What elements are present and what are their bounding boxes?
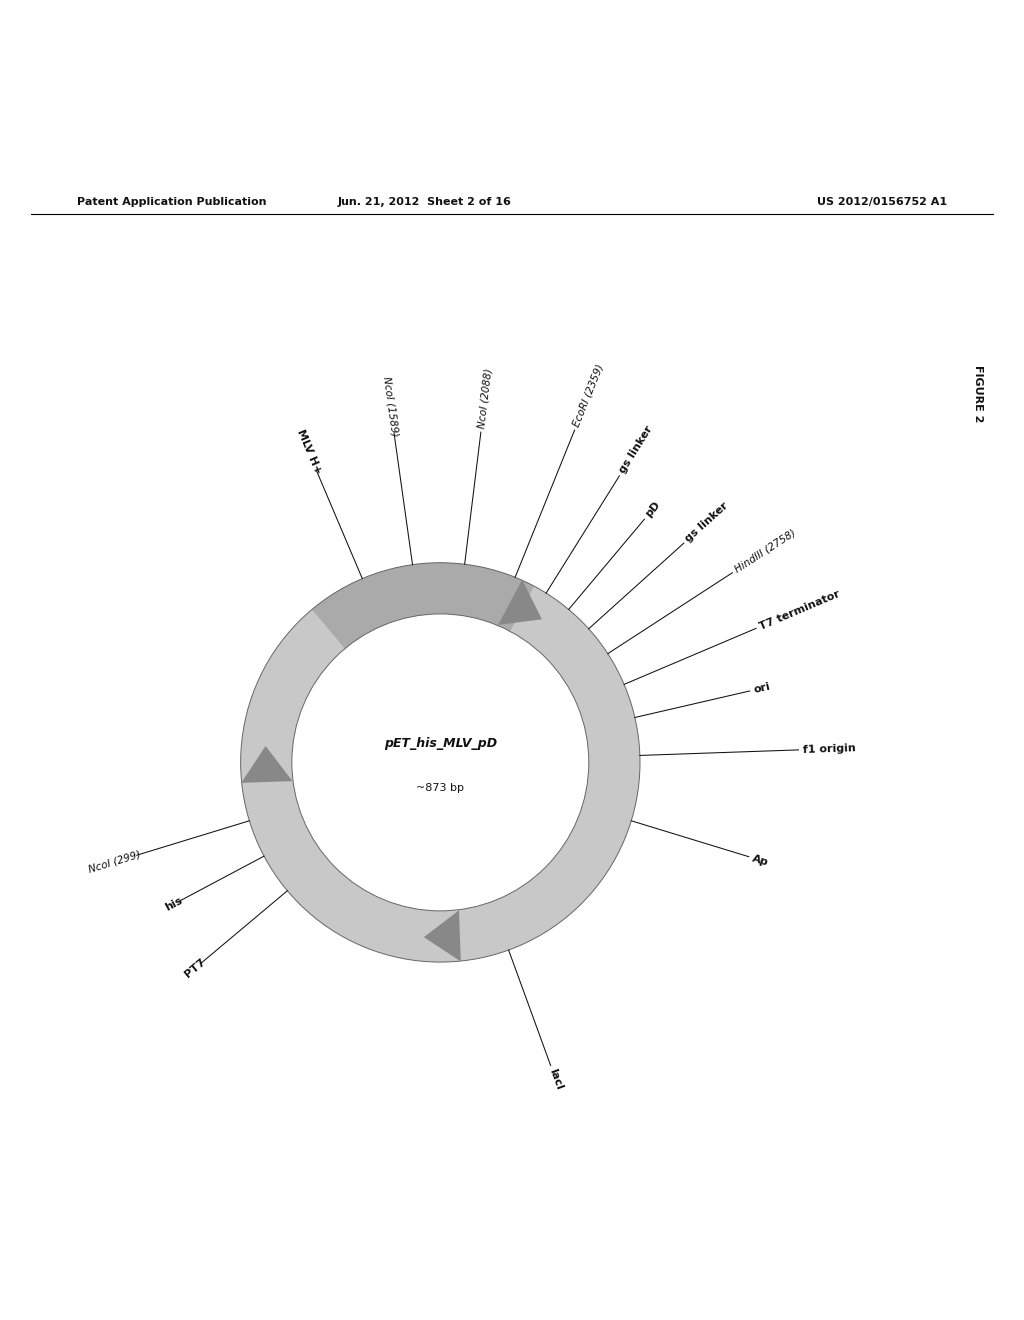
Text: Jun. 21, 2012  Sheet 2 of 16: Jun. 21, 2012 Sheet 2 of 16 [338, 197, 512, 207]
Text: pET_his_MLV_pD: pET_his_MLV_pD [384, 738, 497, 751]
Text: pD: pD [643, 500, 662, 519]
Text: MLV H+: MLV H+ [295, 428, 323, 477]
Wedge shape [241, 562, 640, 962]
Wedge shape [312, 562, 535, 648]
Polygon shape [242, 746, 293, 783]
Text: ori: ori [753, 681, 771, 694]
Text: Ap: Ap [752, 853, 770, 867]
Text: PT7: PT7 [183, 957, 208, 979]
Text: HindIII (2758): HindIII (2758) [733, 528, 798, 574]
Text: gs linker: gs linker [684, 500, 730, 544]
Text: US 2012/0156752 A1: US 2012/0156752 A1 [817, 197, 947, 207]
Text: ~873 bp: ~873 bp [417, 783, 464, 793]
Text: Patent Application Publication: Patent Application Publication [77, 197, 266, 207]
Text: lacI: lacI [548, 1068, 564, 1092]
Polygon shape [498, 579, 542, 624]
Text: NcoI (299): NcoI (299) [88, 849, 142, 875]
Text: FIGURE 2: FIGURE 2 [973, 366, 983, 422]
Text: NcoI (2088): NcoI (2088) [476, 367, 494, 429]
Text: NcoI (1589): NcoI (1589) [381, 376, 399, 438]
Text: gs linker: gs linker [617, 424, 654, 475]
Polygon shape [424, 911, 461, 961]
Text: his: his [163, 895, 184, 913]
Text: EcoRI (2359): EcoRI (2359) [571, 363, 606, 428]
Text: f1 origin: f1 origin [803, 743, 856, 755]
Text: T7 terminator: T7 terminator [758, 589, 842, 631]
